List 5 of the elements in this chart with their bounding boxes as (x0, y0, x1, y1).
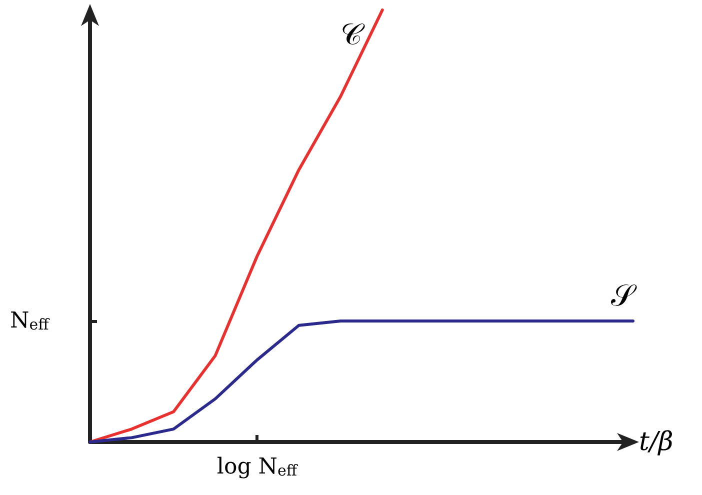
series-label: 𝒮 (611, 278, 637, 314)
x-axis-title: t/β (639, 427, 674, 457)
text: Neff (10, 308, 50, 334)
series-label: 𝒞 (340, 18, 366, 52)
text: log Neff (216, 454, 298, 480)
